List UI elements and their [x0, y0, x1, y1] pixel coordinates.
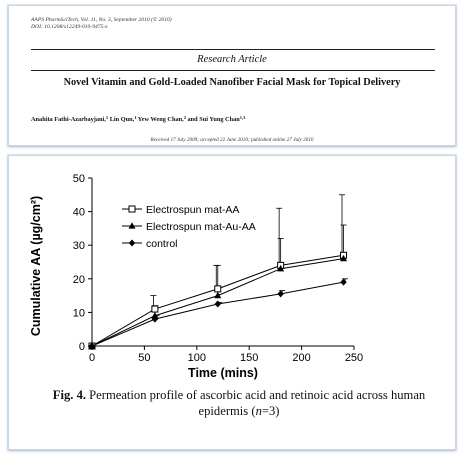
author-affiliation: 1,3 — [239, 115, 246, 120]
y-tick-label: 0 — [79, 341, 85, 353]
author-name: Lin Qun, — [108, 116, 135, 123]
y-axis-label: Cumulative AA (µg/cm²) — [29, 196, 43, 336]
caption-text-end: =3) — [261, 403, 280, 418]
x-tick-label: 50 — [138, 352, 150, 364]
figure-label: Fig. 4. — [52, 388, 87, 402]
figure-card: 0 50 100 150 200 250 0 10 20 30 40 50 Time (mins) Cum… — [8, 155, 456, 450]
caption-text: Permeation profile of ascorbic acid and … — [86, 388, 426, 418]
data-point — [151, 315, 159, 323]
y-tick-label: 10 — [73, 307, 85, 319]
legend-label: Electrospun mat-AA — [146, 204, 239, 216]
legend-marker — [128, 239, 136, 247]
x-tick-label: 150 — [240, 352, 258, 364]
x-axis-label: Time (mins) — [188, 366, 258, 380]
figure-caption: Fig. 4. Permeation profile of ascorbic a… — [39, 388, 439, 419]
data-point — [214, 300, 221, 308]
legend-label: Electrospun mat-Au-AA — [146, 221, 256, 233]
author-affiliation: 1 — [134, 115, 137, 120]
legend-label: control — [146, 238, 178, 250]
permeation-chart: 0 50 100 150 200 250 0 10 20 30 40 50 Time (mins) Cum… — [29, 173, 363, 380]
top-rule — [31, 49, 435, 50]
y-tick-label: 20 — [73, 274, 85, 286]
journal-citation: AAPS PharmSciTech, Vol. 11, No. 3, Septe… — [31, 17, 172, 23]
data-point — [214, 291, 222, 299]
data-point — [214, 285, 222, 293]
data-point — [151, 305, 159, 313]
publication-dates: Received 17 July 2009; accepted 22 June … — [150, 137, 314, 143]
x-tick-label: 200 — [292, 352, 310, 364]
legend-marker — [128, 205, 136, 213]
legend-marker — [128, 222, 136, 229]
y-tick-label: 30 — [73, 240, 85, 252]
doi: DOI: 10.1208/s12249-010-9475-z — [31, 24, 108, 30]
author-affiliation: 1 — [105, 115, 109, 120]
data-point — [277, 264, 285, 272]
middle-rule — [31, 70, 435, 71]
author-name: Anahita Fathi-Azarbayjani, — [31, 116, 106, 123]
author-list: Anahita Fathi-Azarbayjani,1 Lin Qun,1 Ye… — [31, 115, 245, 123]
article-header-card: AAPS PharmSciTech, Vol. 11, No. 3, Septe… — [8, 5, 456, 146]
data-point — [151, 311, 159, 319]
article-type: Research Article — [197, 54, 267, 65]
author-name: and Sui Yung Chan — [185, 116, 240, 123]
author-name: Yew Weng Chan, — [136, 116, 184, 123]
caption-n: n — [255, 403, 262, 418]
y-tick-label: 40 — [73, 207, 85, 219]
data-point — [88, 342, 96, 350]
x-tick-label: 100 — [188, 352, 206, 364]
y-tick-label: 50 — [73, 173, 85, 185]
author-affiliation: 2 — [183, 115, 186, 120]
data-point — [277, 290, 284, 298]
data-point — [340, 254, 348, 262]
x-tick-label: 0 — [89, 352, 95, 364]
x-tick-label: 250 — [345, 352, 363, 364]
paper-title: Novel Vitamin and Gold-Loaded Nanofiber … — [63, 77, 401, 88]
data-point — [340, 278, 347, 286]
